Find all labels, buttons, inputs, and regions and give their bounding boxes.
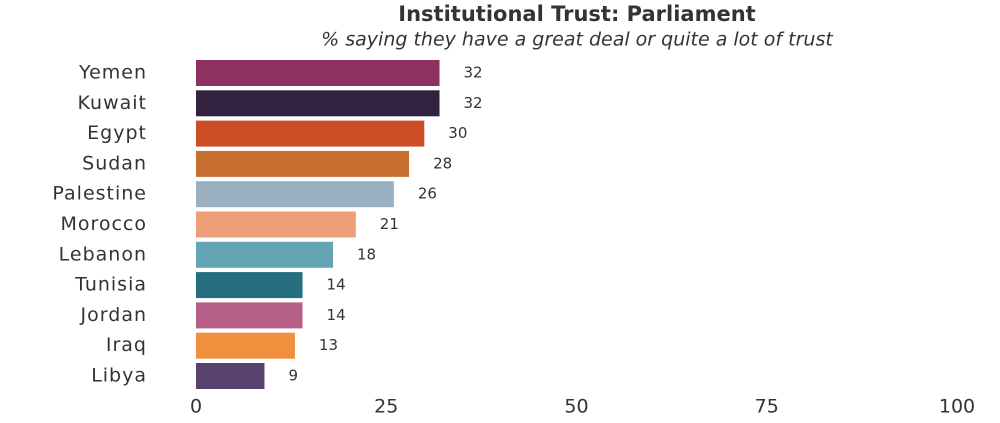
bar	[196, 363, 265, 389]
value-label: 21	[380, 215, 399, 233]
value-label: 18	[357, 245, 376, 263]
value-label: 9	[288, 367, 298, 385]
value-label: 32	[464, 94, 483, 112]
bar	[196, 332, 295, 359]
y-tick-label: Egypt	[87, 122, 147, 144]
value-label: 14	[327, 306, 346, 324]
chart-subtitle: % saying they have a great deal or quite…	[321, 29, 834, 51]
value-label: 28	[433, 154, 452, 172]
x-tick-label: 0	[190, 396, 202, 418]
value-label: 26	[418, 185, 437, 203]
y-tick-label: Sudan	[82, 152, 147, 174]
y-tick-label: Palestine	[52, 183, 147, 205]
x-tick-label: 50	[564, 396, 588, 418]
y-tick-label: Yemen	[78, 62, 147, 84]
bar	[196, 302, 303, 329]
bar	[196, 272, 303, 299]
y-tick-label: Jordan	[80, 304, 147, 326]
x-tick-label: 100	[939, 396, 975, 418]
bar	[196, 60, 440, 86]
bar	[196, 241, 333, 268]
x-tick-label: 25	[374, 396, 398, 418]
bar	[196, 150, 410, 177]
value-label: 13	[319, 336, 338, 354]
bar	[196, 181, 394, 208]
y-tick-label: Kuwait	[78, 92, 147, 114]
y-tick-label: Iraq	[106, 334, 147, 356]
y-tick-label: Libya	[91, 365, 147, 387]
x-tick-label: 75	[755, 396, 779, 418]
value-label: 32	[464, 64, 483, 82]
y-tick-label: Morocco	[60, 213, 147, 235]
y-tick-label: Lebanon	[59, 243, 147, 265]
value-label: 30	[448, 124, 467, 142]
y-tick-label: Tunisia	[74, 274, 147, 296]
value-label: 14	[327, 276, 346, 294]
bar	[196, 211, 356, 238]
chart-title: Institutional Trust: Parliament	[398, 2, 755, 26]
bar	[196, 90, 440, 117]
bar	[196, 120, 425, 147]
